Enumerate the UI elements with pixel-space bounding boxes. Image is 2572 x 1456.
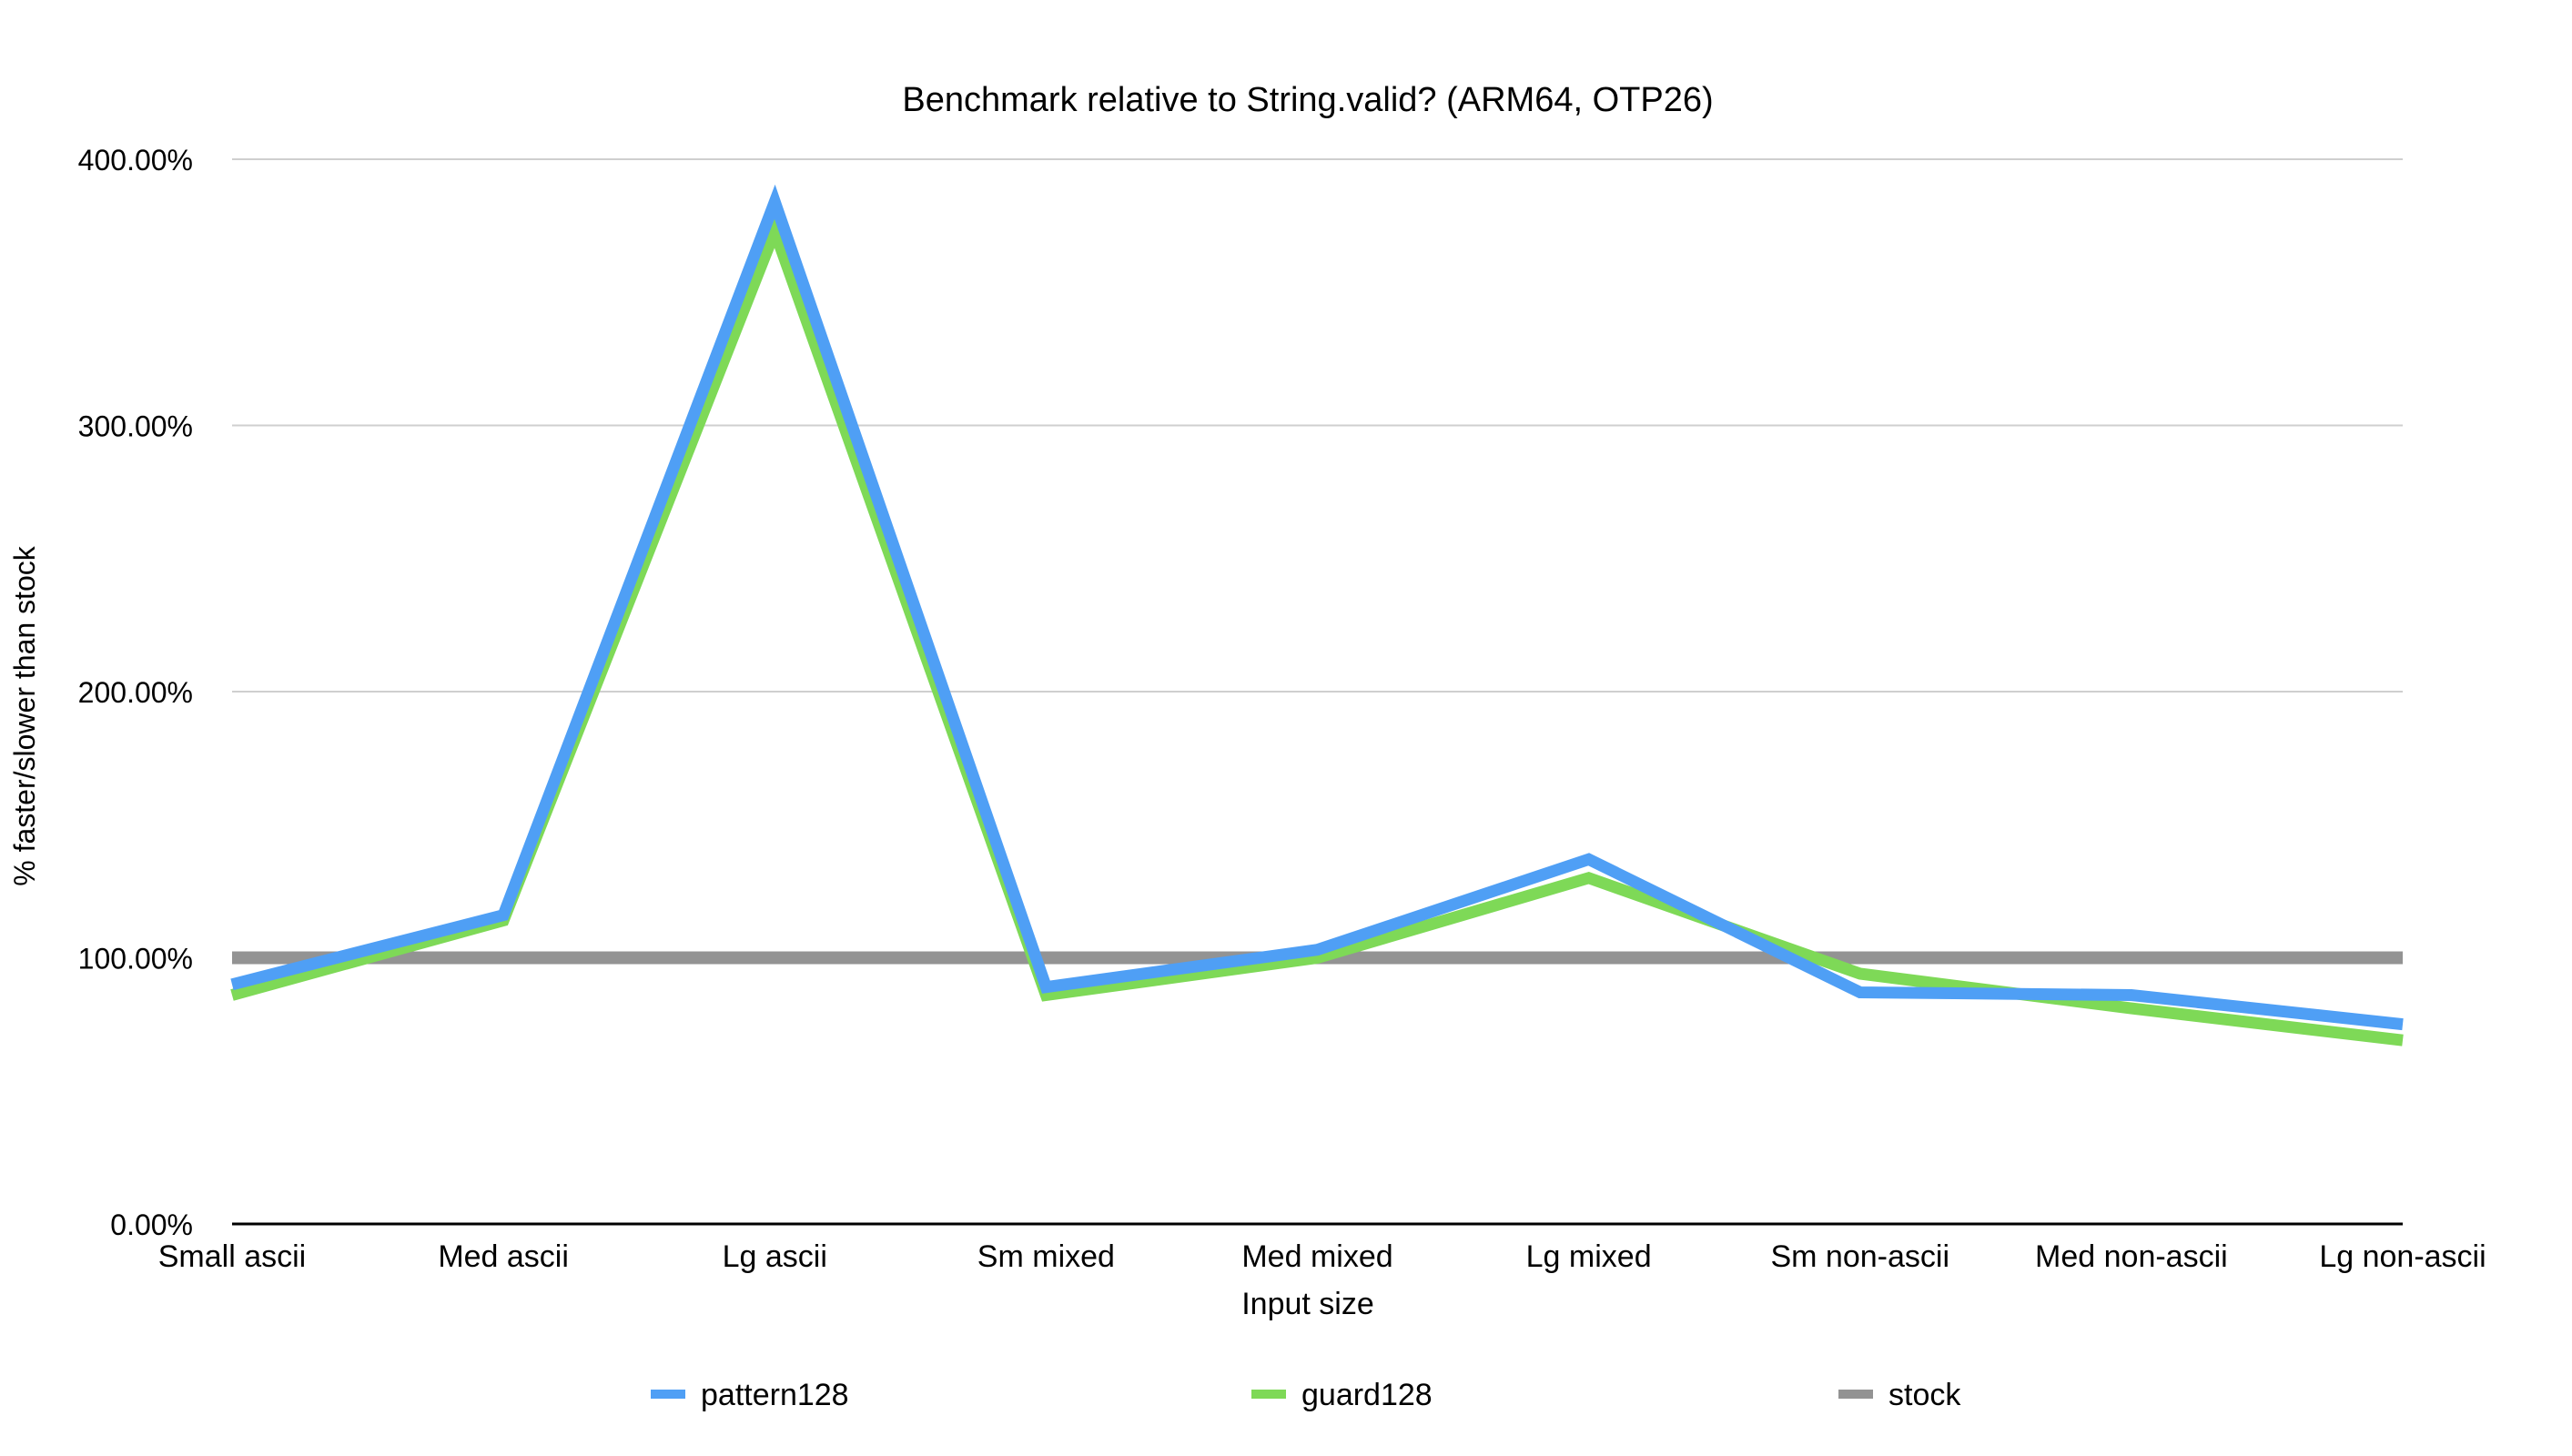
x-tick-label: Lg ascii bbox=[723, 1239, 827, 1274]
y-tick-label: 0.00% bbox=[110, 1208, 193, 1241]
x-tick-label: Lg mixed bbox=[1526, 1239, 1652, 1274]
legend-item-stock: stock bbox=[1838, 1378, 1961, 1412]
x-tick-label: Med mixed bbox=[1241, 1239, 1392, 1274]
legend-item-pattern128: pattern128 bbox=[651, 1378, 849, 1412]
y-tick-label: 400.00% bbox=[78, 144, 193, 177]
x-tick-label: Med non-ascii bbox=[2035, 1239, 2228, 1274]
x-tick-label: Lg non-ascii bbox=[2319, 1239, 2486, 1274]
x-tick-label: Sm non-ascii bbox=[1770, 1239, 1949, 1274]
x-tick-label: Sm mixed bbox=[977, 1239, 1115, 1274]
y-tick-label: 200.00% bbox=[78, 676, 193, 709]
legend: pattern128 guard128 stock bbox=[651, 1378, 1961, 1412]
legend-label: pattern128 bbox=[701, 1378, 849, 1412]
legend-item-guard128: guard128 bbox=[1251, 1378, 1433, 1412]
legend-label: stock bbox=[1888, 1378, 1961, 1412]
y-tick-label: 100.00% bbox=[78, 943, 193, 976]
x-tick-label: Med ascii bbox=[438, 1239, 569, 1274]
y-tick-label: 300.00% bbox=[78, 410, 193, 443]
series-lines bbox=[230, 184, 2404, 1046]
x-tick-label: Small ascii bbox=[158, 1239, 306, 1274]
x-axis-tick-labels: Small ascii Med ascii Lg ascii Sm mixed Med … bbox=[158, 1239, 2486, 1274]
chart-title: Benchmark relative to String.valid? (ARM… bbox=[902, 81, 1713, 119]
y-axis-label: % faster/slower than stock bbox=[8, 545, 41, 885]
x-axis-label: Input size bbox=[1241, 1287, 1374, 1321]
y-axis-tick-labels: 0.00% 100.00% 200.00% 300.00% 400.00% bbox=[78, 144, 193, 1241]
legend-label: guard128 bbox=[1301, 1378, 1433, 1412]
